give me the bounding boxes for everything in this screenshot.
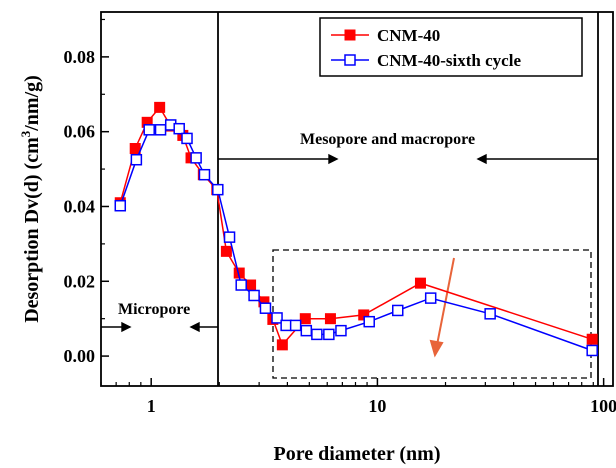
data-point-marker: [154, 124, 167, 136]
data-point-marker: [129, 143, 141, 155]
data-point-marker: [363, 315, 375, 328]
data-point-marker: [299, 313, 311, 325]
micropore-arrows: [101, 321, 218, 333]
y-axis-title-end: /nm/g): [21, 75, 43, 132]
data-point-marker: [311, 328, 323, 341]
data-point-marker: [259, 302, 272, 314]
highlight-dashed-box: [272, 249, 592, 379]
y-axis-ticks: 0.00 0.02 0.04 0.06 0.08: [64, 18, 109, 366]
series-cnm40-sixth-cycle: [114, 119, 598, 357]
data-point-marker: [586, 333, 598, 345]
y-tick-label: 0.02: [64, 271, 96, 291]
data-point-marker: [335, 324, 347, 337]
micropore-label: Micropore: [118, 301, 190, 318]
data-point-marker: [271, 312, 283, 324]
x-tick-label: 10: [368, 396, 386, 416]
data-point-marker: [235, 279, 247, 291]
legend-label-cnm40: CNM-40: [377, 26, 440, 45]
data-point-marker: [248, 289, 260, 302]
series-layer: [114, 101, 598, 357]
legend-label-sixth-cycle: CNM-40-sixth cycle: [377, 51, 521, 70]
data-point-marker: [143, 124, 155, 136]
data-point-marker: [324, 313, 336, 325]
legend: CNM-40 CNM-40-sixth cycle: [319, 17, 583, 77]
x-axis-title: Pore diameter (nm): [274, 443, 441, 465]
data-point-marker: [392, 304, 404, 317]
legend-marker-sixth-cycle: [344, 54, 356, 66]
mesopore-arrows: [218, 153, 598, 165]
y-axis-title-main: Desorption Dv(d) (cm: [21, 137, 43, 323]
x-axis-ticks: 1 10 100: [100, 378, 616, 416]
data-point-marker: [276, 339, 288, 351]
data-point-marker: [114, 199, 127, 212]
y-tick-label: 0.06: [64, 122, 96, 142]
y-axis-title-sup: 3: [18, 130, 33, 137]
y-axis-title: Desorption Dv(d) (cm3/nm/g): [18, 75, 43, 323]
plot-frame: [100, 11, 614, 387]
data-point-marker: [198, 168, 211, 181]
data-point-marker: [289, 319, 302, 332]
data-point-marker: [586, 344, 598, 357]
legend-box: [319, 17, 583, 77]
data-point-marker: [300, 324, 313, 337]
y-tick-label: 0.08: [64, 47, 96, 67]
mesopore-macropore-label: Mesopore and macropore: [300, 131, 475, 148]
data-point-marker: [173, 122, 185, 135]
x-tick-label: 100: [590, 396, 616, 416]
trend-arrow: [429, 257, 455, 358]
data-point-marker: [220, 245, 232, 257]
data-point-marker: [323, 328, 335, 341]
data-point-marker: [245, 279, 257, 291]
data-point-marker: [212, 183, 224, 196]
data-point-marker: [414, 277, 426, 289]
y-tick-label: 0.04: [64, 196, 96, 216]
data-point-marker: [424, 292, 437, 304]
legend-marker-cnm40: [344, 29, 356, 41]
data-point-marker: [130, 153, 143, 166]
data-point-marker: [280, 319, 292, 332]
x-tick-label: 1: [147, 396, 156, 416]
data-point-marker: [190, 152, 202, 164]
y-tick-label: 0.00: [64, 346, 96, 366]
data-point-marker: [154, 101, 166, 113]
data-point-marker: [181, 132, 193, 145]
data-point-marker: [223, 231, 236, 243]
data-point-marker: [484, 308, 496, 320]
